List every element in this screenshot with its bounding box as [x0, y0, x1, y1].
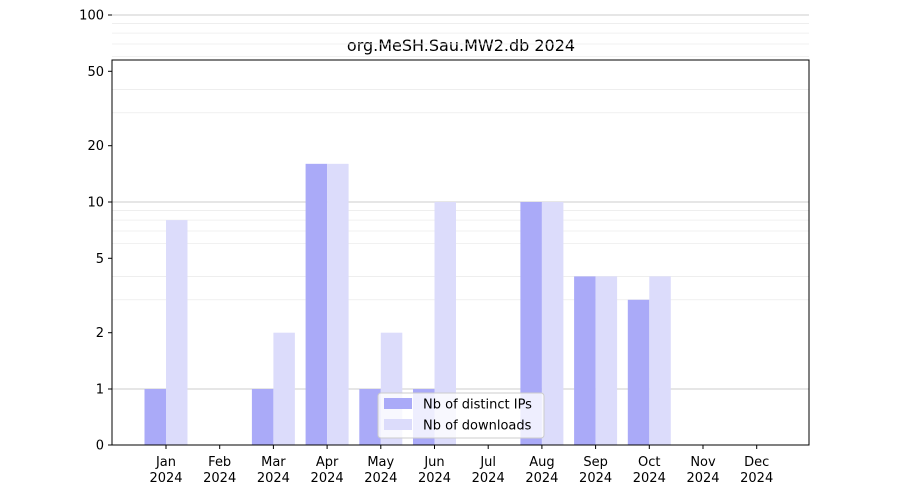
legend: Nb of distinct IPs Nb of downloads	[377, 392, 545, 439]
bar-nb-of-distinct-ips-oct	[627, 299, 650, 445]
y-axis: 0 1 2 5 10 20 50 100	[79, 9, 112, 454]
bar-nb-of-downloads-jan	[166, 220, 188, 445]
legend-swatch	[384, 419, 412, 430]
x-tick-label-year: 2024	[740, 471, 773, 486]
y-tick-label: 10	[87, 196, 104, 211]
y-tick-label: 20	[87, 139, 104, 154]
x-tick-label-month: Jul	[479, 455, 496, 470]
y-tick-label: 50	[87, 65, 104, 80]
legend-label: Nb of distinct IPs	[423, 398, 532, 413]
x-tick-label-year: 2024	[257, 471, 290, 486]
bar-nb-of-downloads-aug	[541, 202, 564, 445]
x-tick-label-year: 2024	[149, 471, 182, 486]
x-tick-label-month: Apr	[316, 455, 339, 470]
x-tick-label-year: 2024	[364, 471, 397, 486]
chart-title: org.MeSH.Sau.MW2.db 2024	[347, 36, 575, 55]
x-tick-label-month: Oct	[638, 455, 660, 470]
bar-nb-of-downloads-oct	[649, 276, 671, 445]
y-tick-label: 0	[96, 439, 104, 454]
y-tick-label: 1	[96, 383, 104, 398]
bar-nb-of-downloads-mar	[273, 332, 295, 445]
x-tick-label-month: Dec	[744, 455, 769, 470]
bar-nb-of-distinct-ips-apr	[305, 163, 328, 445]
x-tick-label-year: 2024	[525, 471, 558, 486]
bar-nb-of-distinct-ips-may	[359, 389, 381, 445]
x-tick-label-month: Sep	[583, 455, 608, 470]
bar-nb-of-distinct-ips-aug	[520, 202, 542, 445]
x-tick-label-year: 2024	[311, 471, 344, 486]
bar-nb-of-downloads-jun	[434, 202, 456, 445]
x-tick-label-year: 2024	[472, 471, 505, 486]
x-tick-label-month: May	[367, 455, 394, 470]
x-tick-label-year: 2024	[203, 471, 236, 486]
x-tick-label-month: Aug	[529, 455, 554, 470]
y-tick-label: 100	[79, 9, 104, 24]
x-tick-label-month: Jun	[423, 455, 444, 470]
x-tick-label-year: 2024	[686, 471, 719, 486]
bar-nb-of-distinct-ips-sep	[574, 276, 596, 445]
legend-swatch	[384, 398, 412, 409]
legend-box	[377, 392, 545, 439]
x-tick-label-month: Feb	[208, 455, 231, 470]
x-tick-label-month: Mar	[261, 455, 286, 470]
x-tick-label-year: 2024	[633, 471, 666, 486]
x-tick-label-year: 2024	[418, 471, 451, 486]
y-tick-label: 5	[96, 252, 104, 267]
bar-nb-of-downloads-apr	[327, 163, 349, 445]
y-tick-label: 2	[96, 326, 104, 341]
x-tick-label-year: 2024	[579, 471, 612, 486]
bar-nb-of-distinct-ips-jan	[144, 389, 166, 445]
x-tick-label-month: Jan	[155, 455, 176, 470]
plot-frame	[111, 59, 810, 446]
bar-nb-of-distinct-ips-mar	[251, 389, 274, 445]
grid	[112, 14, 809, 390]
bar-nb-of-downloads-sep	[595, 276, 618, 445]
legend-label: Nb of downloads	[423, 419, 532, 434]
x-axis: Jan2024Feb2024Mar2024Apr2024May2024Jun20…	[149, 445, 773, 486]
x-tick-label-month: Nov	[690, 455, 716, 470]
